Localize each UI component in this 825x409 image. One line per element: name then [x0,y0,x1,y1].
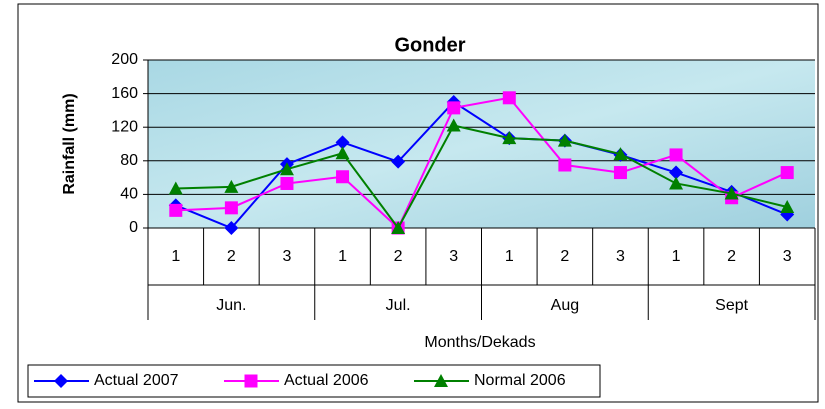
x-tick-label: 1 [672,248,681,265]
marker [280,177,293,190]
x-tick-label: 3 [449,248,458,265]
x-tick-label: 1 [505,248,514,265]
group-label: Jul. [386,297,411,314]
marker [614,166,627,179]
marker [670,148,683,161]
y-tick-label: 120 [111,118,138,135]
chart: Gonder Rainfall (mm) Months/Dekads 0 40 80… [0,0,825,409]
group-label: Jun. [216,297,246,314]
x-tick-label: 3 [283,248,292,265]
x-tick-label: 3 [616,248,625,265]
marker [245,375,258,388]
group-label: Aug [551,297,579,314]
y-tick-label: 40 [120,186,138,203]
y-tick-label: 80 [120,152,138,169]
x-tick-label: 2 [560,248,569,265]
y-tick-label: 200 [111,51,138,68]
chart-title: Gonder [394,34,465,56]
x-tick-label: 2 [727,248,736,265]
x-axis-label: Months/Dekads [424,334,535,351]
x-tick-label: 2 [394,248,403,265]
y-tick-label: 160 [111,85,138,102]
marker [781,166,794,179]
group-label: Sept [715,297,748,314]
marker [169,204,182,217]
marker [225,201,238,214]
x-tick-label: 3 [783,248,792,265]
plot-area [148,60,815,228]
x-tick-label: 2 [227,248,236,265]
legend-label: Normal 2006 [474,372,566,389]
marker [558,159,571,172]
x-tick-label: 1 [171,248,180,265]
x-tick-label: 1 [338,248,347,265]
y-axis-label: Rainfall (mm) [61,93,78,194]
marker [336,170,349,183]
marker [503,91,516,104]
legend-label: Actual 2006 [284,372,369,389]
y-tick-label: 0 [129,219,138,236]
marker [447,101,460,114]
legend-label: Actual 2007 [94,372,179,389]
